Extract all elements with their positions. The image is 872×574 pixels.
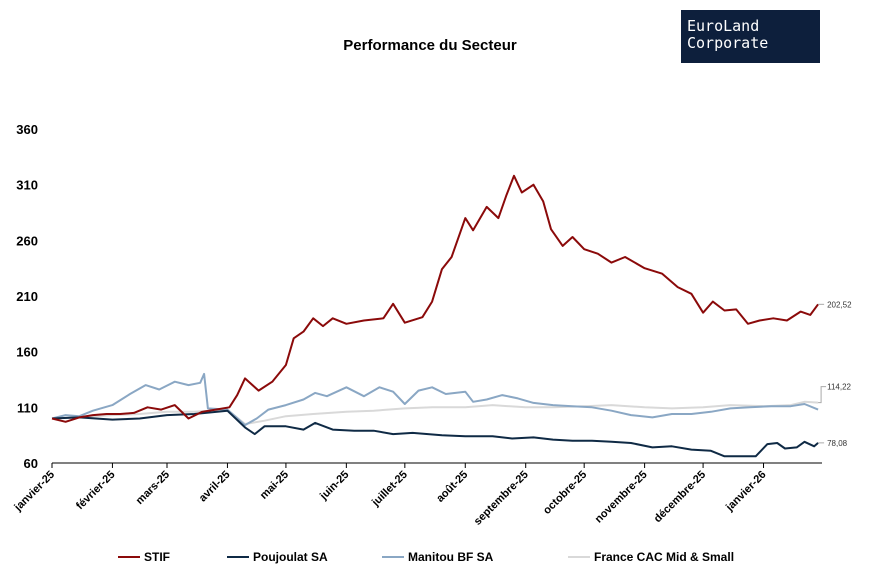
x-tick-label: mai-25 [258, 469, 291, 502]
y-tick-label: 60 [24, 456, 38, 471]
x-tick-label: juillet-25 [369, 469, 410, 510]
y-tick-label: 210 [16, 289, 38, 304]
x-tick-label: janvier-26 [723, 469, 769, 515]
end-label-leader [818, 386, 827, 404]
end-label: 114,22 [827, 383, 851, 392]
series-line-stif [51, 174, 819, 423]
x-tick-label: octobre-25 [541, 469, 589, 517]
logo-line-1: EuroLand [687, 17, 759, 35]
x-tick-label: février-25 [74, 469, 118, 513]
legend-label: STIF [144, 550, 170, 564]
x-tick-label: avril-25 [197, 469, 233, 505]
x-axis: janvier-25 février-25 mars-25 avril-25 mai-2… [12, 462, 822, 528]
legend: STIF Poujoulat SA Manitou BF SA France CAC … [118, 550, 734, 564]
y-tick-label: 360 [16, 122, 38, 137]
legend-label: Manitou BF SA [408, 550, 494, 564]
x-tick-label: novembre-25 [593, 469, 650, 526]
series-line-poujoulat-sa [51, 409, 819, 458]
end-label: 202,52 [827, 300, 852, 309]
end-label: 78,08 [827, 439, 848, 448]
x-tick-label: juin-25 [317, 469, 351, 503]
series-lines [51, 174, 819, 458]
logo: EuroLand Corporate [681, 10, 820, 63]
logo-line-2: Corporate [687, 34, 768, 52]
end-labels: 202,52 78,08 114,22 [818, 300, 852, 448]
y-tick-label: 110 [17, 400, 38, 415]
chart-title: Performance du Secteur [343, 37, 517, 54]
y-tick-label: 260 [16, 233, 38, 248]
x-tick-label: janvier-25 [12, 469, 58, 515]
series-line-france-cac-mid-small [51, 400, 819, 425]
legend-label: France CAC Mid & Small [594, 550, 734, 564]
logo-background [681, 10, 820, 63]
series-line-manitou-bf-sa [51, 372, 819, 427]
y-tick-label: 310 [16, 178, 38, 193]
legend-label: Poujoulat SA [253, 550, 328, 564]
y-tick-label: 160 [16, 345, 38, 360]
y-axis: 60 110 160 210 260 310 360 [16, 122, 38, 471]
x-tick-label: août-25 [434, 469, 470, 505]
x-tick-label: mars-25 [134, 469, 172, 507]
x-tick-label: décembre-25 [652, 469, 708, 525]
x-tick-label: septembre-25 [472, 469, 531, 528]
